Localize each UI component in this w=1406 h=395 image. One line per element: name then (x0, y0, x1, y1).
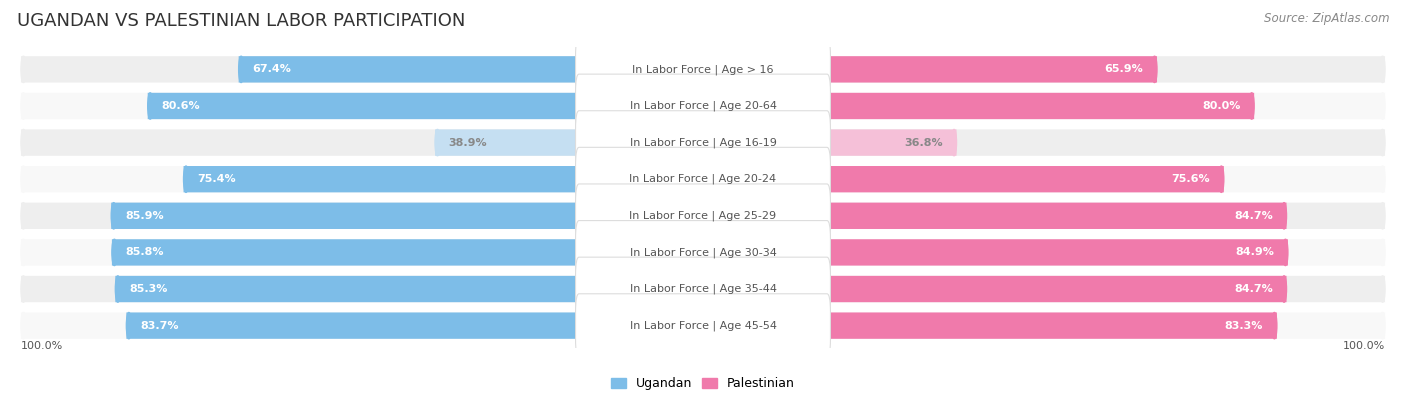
FancyBboxPatch shape (703, 93, 1254, 119)
FancyBboxPatch shape (703, 166, 1223, 192)
FancyBboxPatch shape (575, 38, 831, 101)
FancyBboxPatch shape (184, 166, 703, 192)
Text: 83.3%: 83.3% (1225, 321, 1263, 331)
FancyBboxPatch shape (21, 203, 1385, 229)
FancyBboxPatch shape (703, 312, 1277, 339)
Circle shape (1381, 166, 1385, 192)
Text: In Labor Force | Age 25-29: In Labor Force | Age 25-29 (630, 211, 776, 221)
FancyBboxPatch shape (111, 203, 703, 229)
Text: UGANDAN VS PALESTINIAN LABOR PARTICIPATION: UGANDAN VS PALESTINIAN LABOR PARTICIPATI… (17, 12, 465, 30)
Text: 84.7%: 84.7% (1234, 284, 1272, 294)
FancyBboxPatch shape (21, 312, 1385, 339)
Circle shape (21, 166, 25, 192)
Circle shape (239, 56, 243, 83)
Text: 85.9%: 85.9% (125, 211, 163, 221)
Circle shape (21, 239, 25, 265)
Circle shape (1152, 56, 1157, 83)
Circle shape (21, 312, 25, 339)
Circle shape (1381, 130, 1385, 156)
Circle shape (952, 130, 956, 156)
FancyBboxPatch shape (127, 312, 703, 339)
Circle shape (1249, 93, 1254, 119)
Circle shape (21, 56, 25, 83)
Circle shape (1381, 203, 1385, 229)
Circle shape (184, 166, 188, 192)
Circle shape (112, 239, 117, 265)
Text: Source: ZipAtlas.com: Source: ZipAtlas.com (1264, 12, 1389, 25)
Circle shape (148, 93, 153, 119)
Circle shape (1272, 312, 1277, 339)
FancyBboxPatch shape (703, 130, 956, 156)
Text: In Labor Force | Age 35-44: In Labor Force | Age 35-44 (630, 284, 776, 294)
Text: 80.6%: 80.6% (162, 101, 200, 111)
FancyBboxPatch shape (21, 56, 1385, 83)
Text: In Labor Force | Age 16-19: In Labor Force | Age 16-19 (630, 137, 776, 148)
Circle shape (1282, 239, 1288, 265)
FancyBboxPatch shape (575, 294, 831, 357)
Circle shape (1381, 239, 1385, 265)
Circle shape (1381, 276, 1385, 302)
Text: In Labor Force | Age 20-64: In Labor Force | Age 20-64 (630, 101, 776, 111)
Circle shape (1282, 276, 1286, 302)
FancyBboxPatch shape (703, 203, 1286, 229)
FancyBboxPatch shape (21, 93, 1385, 119)
Text: In Labor Force | Age > 16: In Labor Force | Age > 16 (633, 64, 773, 75)
FancyBboxPatch shape (575, 147, 831, 211)
Text: In Labor Force | Age 45-54: In Labor Force | Age 45-54 (630, 320, 776, 331)
FancyBboxPatch shape (575, 257, 831, 321)
Text: 65.9%: 65.9% (1105, 64, 1143, 74)
Legend: Ugandan, Palestinian: Ugandan, Palestinian (606, 372, 800, 395)
FancyBboxPatch shape (703, 239, 1288, 265)
FancyBboxPatch shape (21, 276, 1385, 302)
Text: 75.6%: 75.6% (1171, 174, 1211, 184)
Text: 85.3%: 85.3% (129, 284, 167, 294)
Circle shape (115, 276, 121, 302)
Text: In Labor Force | Age 30-34: In Labor Force | Age 30-34 (630, 247, 776, 258)
FancyBboxPatch shape (21, 130, 1385, 156)
FancyBboxPatch shape (703, 276, 1286, 302)
Circle shape (434, 130, 440, 156)
FancyBboxPatch shape (575, 111, 831, 175)
Circle shape (21, 203, 25, 229)
Circle shape (111, 203, 117, 229)
Text: 38.9%: 38.9% (449, 137, 488, 148)
FancyBboxPatch shape (112, 239, 703, 265)
Circle shape (1282, 203, 1286, 229)
Circle shape (1219, 166, 1223, 192)
Text: 85.8%: 85.8% (125, 247, 165, 258)
Text: 84.7%: 84.7% (1234, 211, 1272, 221)
Text: 75.4%: 75.4% (197, 174, 236, 184)
Text: 36.8%: 36.8% (904, 137, 943, 148)
Text: 67.4%: 67.4% (253, 64, 291, 74)
FancyBboxPatch shape (575, 74, 831, 138)
Circle shape (1381, 56, 1385, 83)
FancyBboxPatch shape (575, 184, 831, 248)
Text: 100.0%: 100.0% (21, 341, 63, 351)
FancyBboxPatch shape (239, 56, 703, 83)
Circle shape (1381, 93, 1385, 119)
FancyBboxPatch shape (148, 93, 703, 119)
FancyBboxPatch shape (21, 239, 1385, 265)
Text: 84.9%: 84.9% (1236, 247, 1274, 258)
Text: 100.0%: 100.0% (1343, 341, 1385, 351)
Text: In Labor Force | Age 20-24: In Labor Force | Age 20-24 (630, 174, 776, 184)
FancyBboxPatch shape (21, 166, 1385, 192)
Circle shape (1381, 312, 1385, 339)
FancyBboxPatch shape (434, 130, 703, 156)
FancyBboxPatch shape (115, 276, 703, 302)
Circle shape (21, 276, 25, 302)
Circle shape (21, 130, 25, 156)
Text: 80.0%: 80.0% (1202, 101, 1240, 111)
FancyBboxPatch shape (575, 220, 831, 284)
Circle shape (21, 93, 25, 119)
Circle shape (127, 312, 131, 339)
Text: 83.7%: 83.7% (141, 321, 179, 331)
FancyBboxPatch shape (703, 56, 1157, 83)
